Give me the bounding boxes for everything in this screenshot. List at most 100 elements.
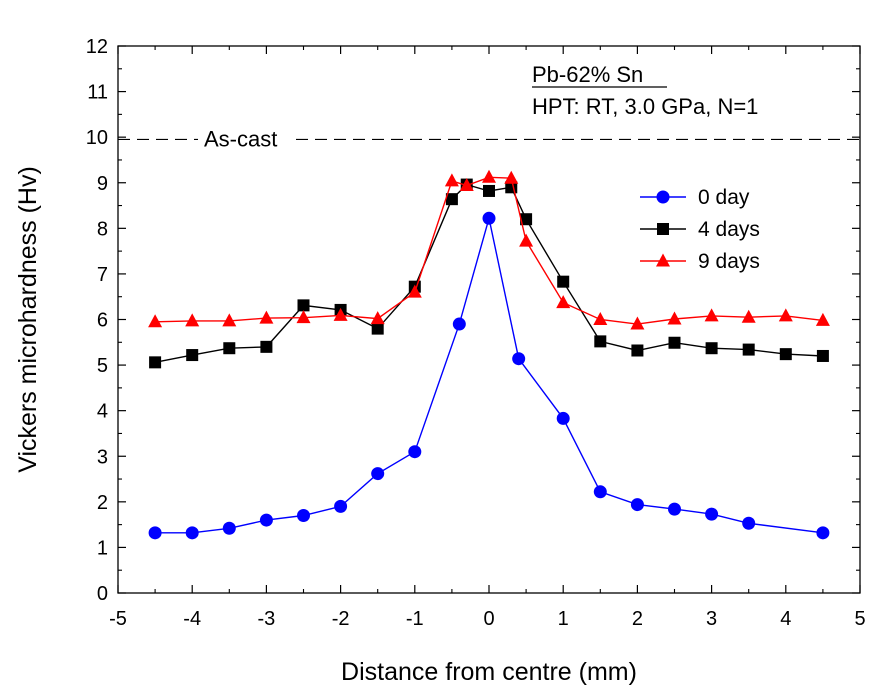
data-point (504, 170, 519, 184)
x-tick-label: -4 (183, 608, 201, 630)
y-tick-label: 1 (97, 537, 108, 559)
data-point (222, 313, 237, 327)
as-cast-reference: As-cast (118, 126, 860, 151)
data-point (148, 526, 162, 540)
data-point (667, 311, 682, 325)
data-point (630, 316, 645, 330)
data-point (482, 169, 496, 183)
x-tick-label: -3 (258, 608, 276, 630)
y-tick-label: 3 (97, 446, 108, 468)
x-tick-label: -5 (109, 608, 127, 630)
data-point (297, 509, 310, 523)
data-point (741, 309, 756, 323)
data-point (519, 233, 534, 247)
x-tick-label: 4 (780, 608, 791, 630)
data-point (593, 485, 607, 499)
data-point (444, 173, 459, 187)
x-tick-label: -2 (332, 608, 350, 630)
data-point (742, 343, 755, 356)
data-point (593, 312, 608, 325)
legend-item: 4 days (640, 218, 760, 241)
data-point (408, 445, 422, 459)
data-point (148, 314, 163, 328)
data-point (185, 526, 199, 540)
y-tick-label: 12 (86, 36, 108, 58)
data-point (482, 211, 496, 225)
data-point (222, 521, 236, 535)
legend-marker (656, 253, 670, 267)
alloy-label: Pb-62% Sn (532, 62, 643, 87)
data-point (149, 356, 162, 369)
data-point (816, 349, 829, 362)
legend-item: 0 day (640, 186, 750, 209)
data-point (705, 342, 718, 355)
legend-label: 4 days (698, 218, 760, 241)
process-label: HPT: RT, 3.0 GPa, N=1 (532, 94, 758, 119)
y-tick-label: 4 (97, 401, 108, 423)
data-point (512, 352, 526, 366)
data-point (296, 310, 311, 324)
data-point (705, 507, 719, 521)
data-point (452, 317, 466, 331)
data-point (297, 299, 310, 312)
y-tick-label: 6 (97, 310, 108, 332)
data-point (185, 313, 200, 327)
legend-label: 0 day (698, 186, 750, 209)
as-cast-label: As-cast (204, 126, 277, 151)
data-point (815, 312, 830, 326)
series-line (154, 183, 823, 363)
x-axis-title: Distance from centre (mm) (341, 658, 637, 686)
data-point (371, 467, 385, 481)
series-layer (148, 169, 830, 540)
data-point (407, 284, 422, 298)
data-point (556, 295, 571, 309)
y-tick-label: 5 (97, 355, 108, 377)
data-point (186, 349, 199, 362)
y-tick-label: 10 (86, 127, 108, 149)
legend-item: 9 days (640, 250, 760, 273)
data-point (371, 322, 384, 335)
x-tick-label: 1 (558, 608, 569, 630)
data-point (556, 411, 570, 425)
y-tick-label: 2 (97, 492, 108, 514)
y-tick-label: 11 (87, 82, 108, 104)
legend-marker (656, 190, 670, 204)
data-point (259, 310, 274, 324)
data-point (594, 335, 607, 348)
legend: 0 day 4 days 9 days (640, 186, 760, 273)
y-tick-label: 9 (97, 173, 108, 195)
series-0 (148, 211, 830, 540)
data-point (520, 213, 533, 226)
axis-ticks (117, 45, 861, 594)
x-tick-label: 3 (706, 608, 717, 630)
data-point (668, 336, 681, 349)
y-axis-title: Vickers microhardness (Hv) (14, 166, 42, 473)
data-point (333, 307, 348, 321)
y-tick-label: 8 (97, 218, 108, 240)
series-2 (148, 169, 830, 330)
legend-marker (657, 223, 669, 235)
data-point (668, 502, 681, 516)
data-point (370, 311, 385, 325)
data-point (779, 348, 792, 361)
x-tick-label: 2 (632, 608, 643, 630)
x-tick-label: 0 (483, 608, 494, 630)
data-point (816, 526, 830, 540)
data-point (334, 499, 348, 513)
x-tick-label: 5 (854, 608, 865, 630)
y-tick-label: 7 (97, 264, 108, 286)
data-point (742, 516, 756, 530)
x-tick-label: -1 (406, 608, 424, 630)
data-point (630, 498, 644, 512)
data-point (445, 193, 458, 206)
data-point (259, 513, 273, 527)
data-point (260, 340, 273, 353)
data-point (631, 344, 644, 357)
data-point (704, 308, 719, 322)
y-tick-label: 0 (97, 583, 108, 605)
annotations: Pb-62% Sn HPT: RT, 3.0 GPa, N=1 (532, 62, 758, 119)
data-point (223, 342, 236, 355)
legend-label: 9 days (698, 250, 760, 273)
